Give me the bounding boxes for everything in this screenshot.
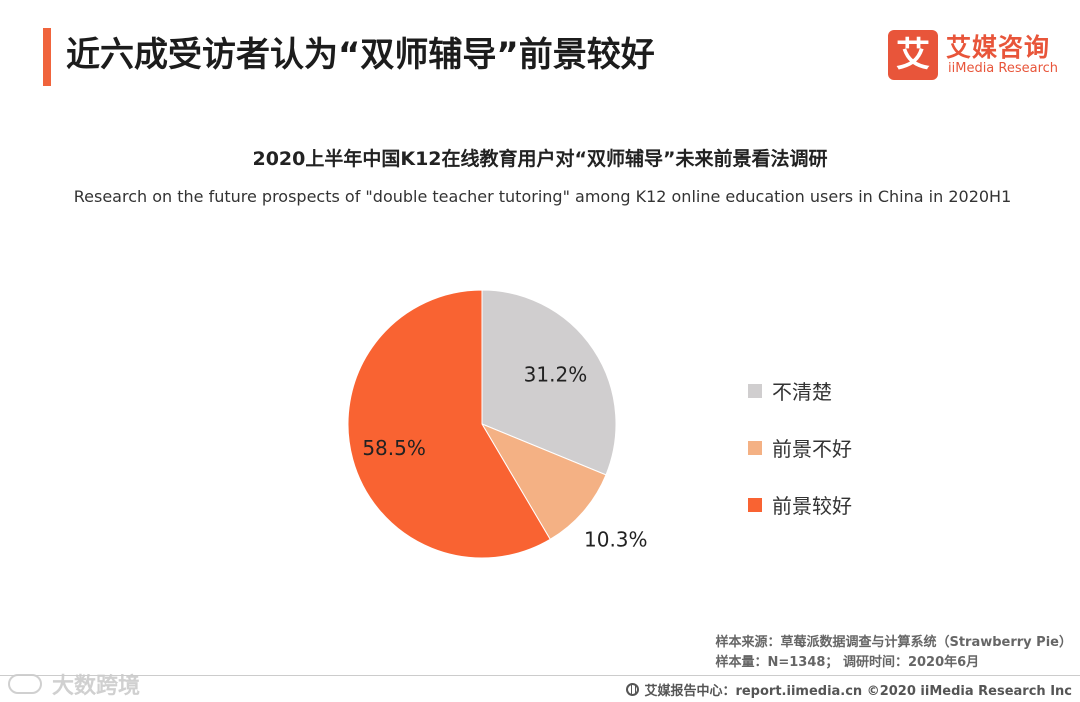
legend-swatch <box>748 440 762 455</box>
company-logo: 艾 艾媒咨询 iiMedia Research <box>888 30 1063 82</box>
chart-legend: 不清楚前景不好前景较好 <box>748 362 852 533</box>
footer-divider <box>0 675 1080 676</box>
legend-label: 不清楚 <box>772 380 832 404</box>
source-line-size: 样本量：N=1348； 调研时间：2020年6月 <box>715 655 980 670</box>
watermark: 大数跨境 <box>8 668 140 700</box>
legend-item-1: 不清楚 <box>748 362 852 419</box>
pie-slice-1 <box>481 289 617 476</box>
legend-swatch <box>748 497 762 512</box>
legend-label: 前景较好 <box>772 494 852 518</box>
logo-name-en: iiMedia Research <box>948 61 1059 76</box>
source-note: 样本来源：草莓派数据调查与计算系统（Strawberry Pie） 样本量：N=… <box>715 633 1072 673</box>
legend-item-2: 前景不好 <box>748 419 852 476</box>
page-headline: 近六成受访者认为“双师辅导”前景较好 <box>66 35 655 75</box>
pie-slice-label-2: 10.3% <box>584 528 648 552</box>
watermark-text: 大数跨境 <box>52 674 141 699</box>
footer-text: 艾媒报告中心：report.iimedia.cn ©2020 iiMedia R… <box>644 684 1072 699</box>
source-line-sample: 样本来源：草莓派数据调查与计算系统（Strawberry Pie） <box>715 635 1072 650</box>
logo-name-cn: 艾媒咨询 <box>946 33 1051 62</box>
chart-subtitle: Research on the future prospects of "dou… <box>73 187 1012 206</box>
watermark-icon <box>8 674 42 694</box>
logo-mark-icon: 艾 <box>888 30 938 80</box>
chart-title: 2020上半年中国K12在线教育用户对“双师辅导”未来前景看法调研 <box>252 148 828 170</box>
pie-slice-label-3: 58.5% <box>362 436 426 460</box>
globe-icon <box>626 683 640 696</box>
pie-slice-3 <box>347 289 551 559</box>
legend-item-3: 前景较好 <box>748 476 852 533</box>
legend-swatch <box>748 383 762 398</box>
footer: 艾媒报告中心：report.iimedia.cn ©2020 iiMedia R… <box>626 680 1072 699</box>
pie-slice-label-1: 31.2% <box>524 363 588 387</box>
pie-slice-2 <box>480 422 607 541</box>
legend-label: 前景不好 <box>772 437 852 461</box>
title-accent-bar <box>43 28 51 86</box>
